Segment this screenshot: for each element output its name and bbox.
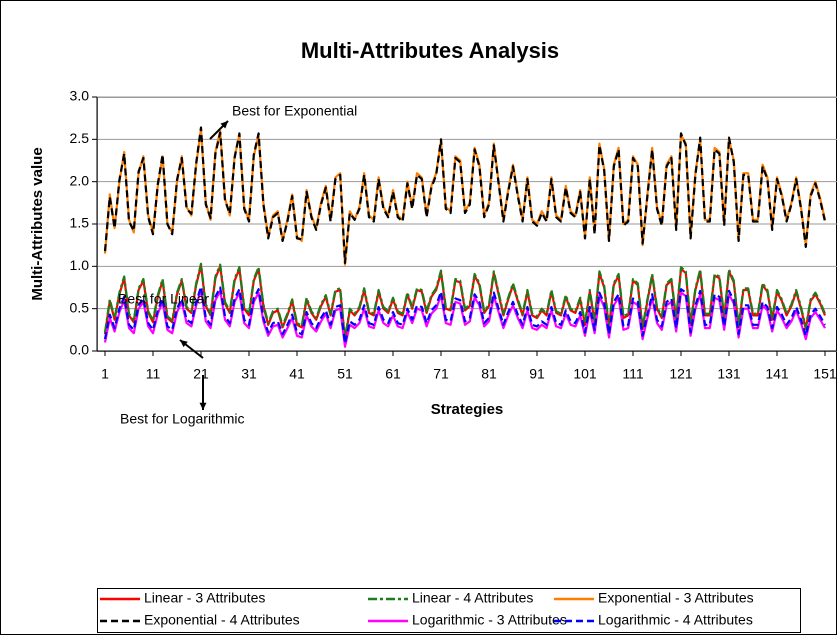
x-tick-label: 131: [717, 366, 741, 382]
x-tick-label: 11: [146, 366, 161, 382]
x-tick-label: 71: [433, 366, 449, 382]
legend-box: [97, 588, 801, 633]
x-tick-label: 101: [573, 366, 597, 382]
x-tick-label: 111: [622, 366, 643, 382]
legend-label: Linear - 4 Attributes: [412, 590, 533, 606]
x-tick-label: 51: [337, 366, 353, 382]
y-tick-label: 0.5: [70, 299, 90, 315]
plot-lines: [103, 126, 827, 348]
x-axis-title: Strategies: [431, 401, 504, 418]
legend-label: Exponential - 3 Attributes: [598, 590, 754, 606]
legend-label: Exponential - 4 Attributes: [144, 612, 300, 628]
x-tick-label: 61: [385, 366, 401, 382]
annotation: Best for Linear: [118, 291, 209, 307]
legend-label: Logarithmic - 3 Attributes: [412, 612, 567, 628]
arrow-head: [220, 121, 228, 129]
series-line: [103, 285, 826, 345]
x-tick-label: 41: [289, 366, 305, 382]
legend-label: Logarithmic - 4 Attributes: [598, 612, 753, 628]
y-tick-label: 3.0: [70, 88, 90, 104]
legend-label: Linear - 3 Attributes: [144, 590, 265, 606]
arrow-head: [180, 340, 188, 348]
y-tick-label: 1.5: [70, 215, 90, 231]
arrow-head: [199, 402, 207, 410]
x-tick-label: 141: [765, 366, 789, 382]
annotation: Best for Exponential: [232, 103, 357, 119]
x-tick-label: 21: [193, 366, 209, 382]
y-tick-label: 2.0: [70, 172, 90, 188]
x-tick-label: 121: [669, 366, 693, 382]
x-tick-label: 151: [813, 366, 837, 382]
annotation: Best for Logarithmic: [120, 411, 245, 427]
y-tick-label: 1.0: [70, 257, 90, 273]
series-line: [103, 262, 827, 340]
y-axis-title: Multi-Attributes value: [29, 147, 46, 300]
series-line: [103, 288, 826, 348]
y-tick-label: 2.5: [70, 130, 90, 146]
x-tick-label: 81: [481, 366, 497, 382]
x-tick-label: 91: [529, 366, 545, 382]
y-tick-label: 0.0: [70, 342, 90, 358]
series-line: [103, 126, 827, 264]
chart-title: Multi-Attributes Analysis: [301, 38, 559, 63]
x-tick-label: 1: [101, 366, 109, 382]
x-tick-label: 31: [241, 366, 257, 382]
